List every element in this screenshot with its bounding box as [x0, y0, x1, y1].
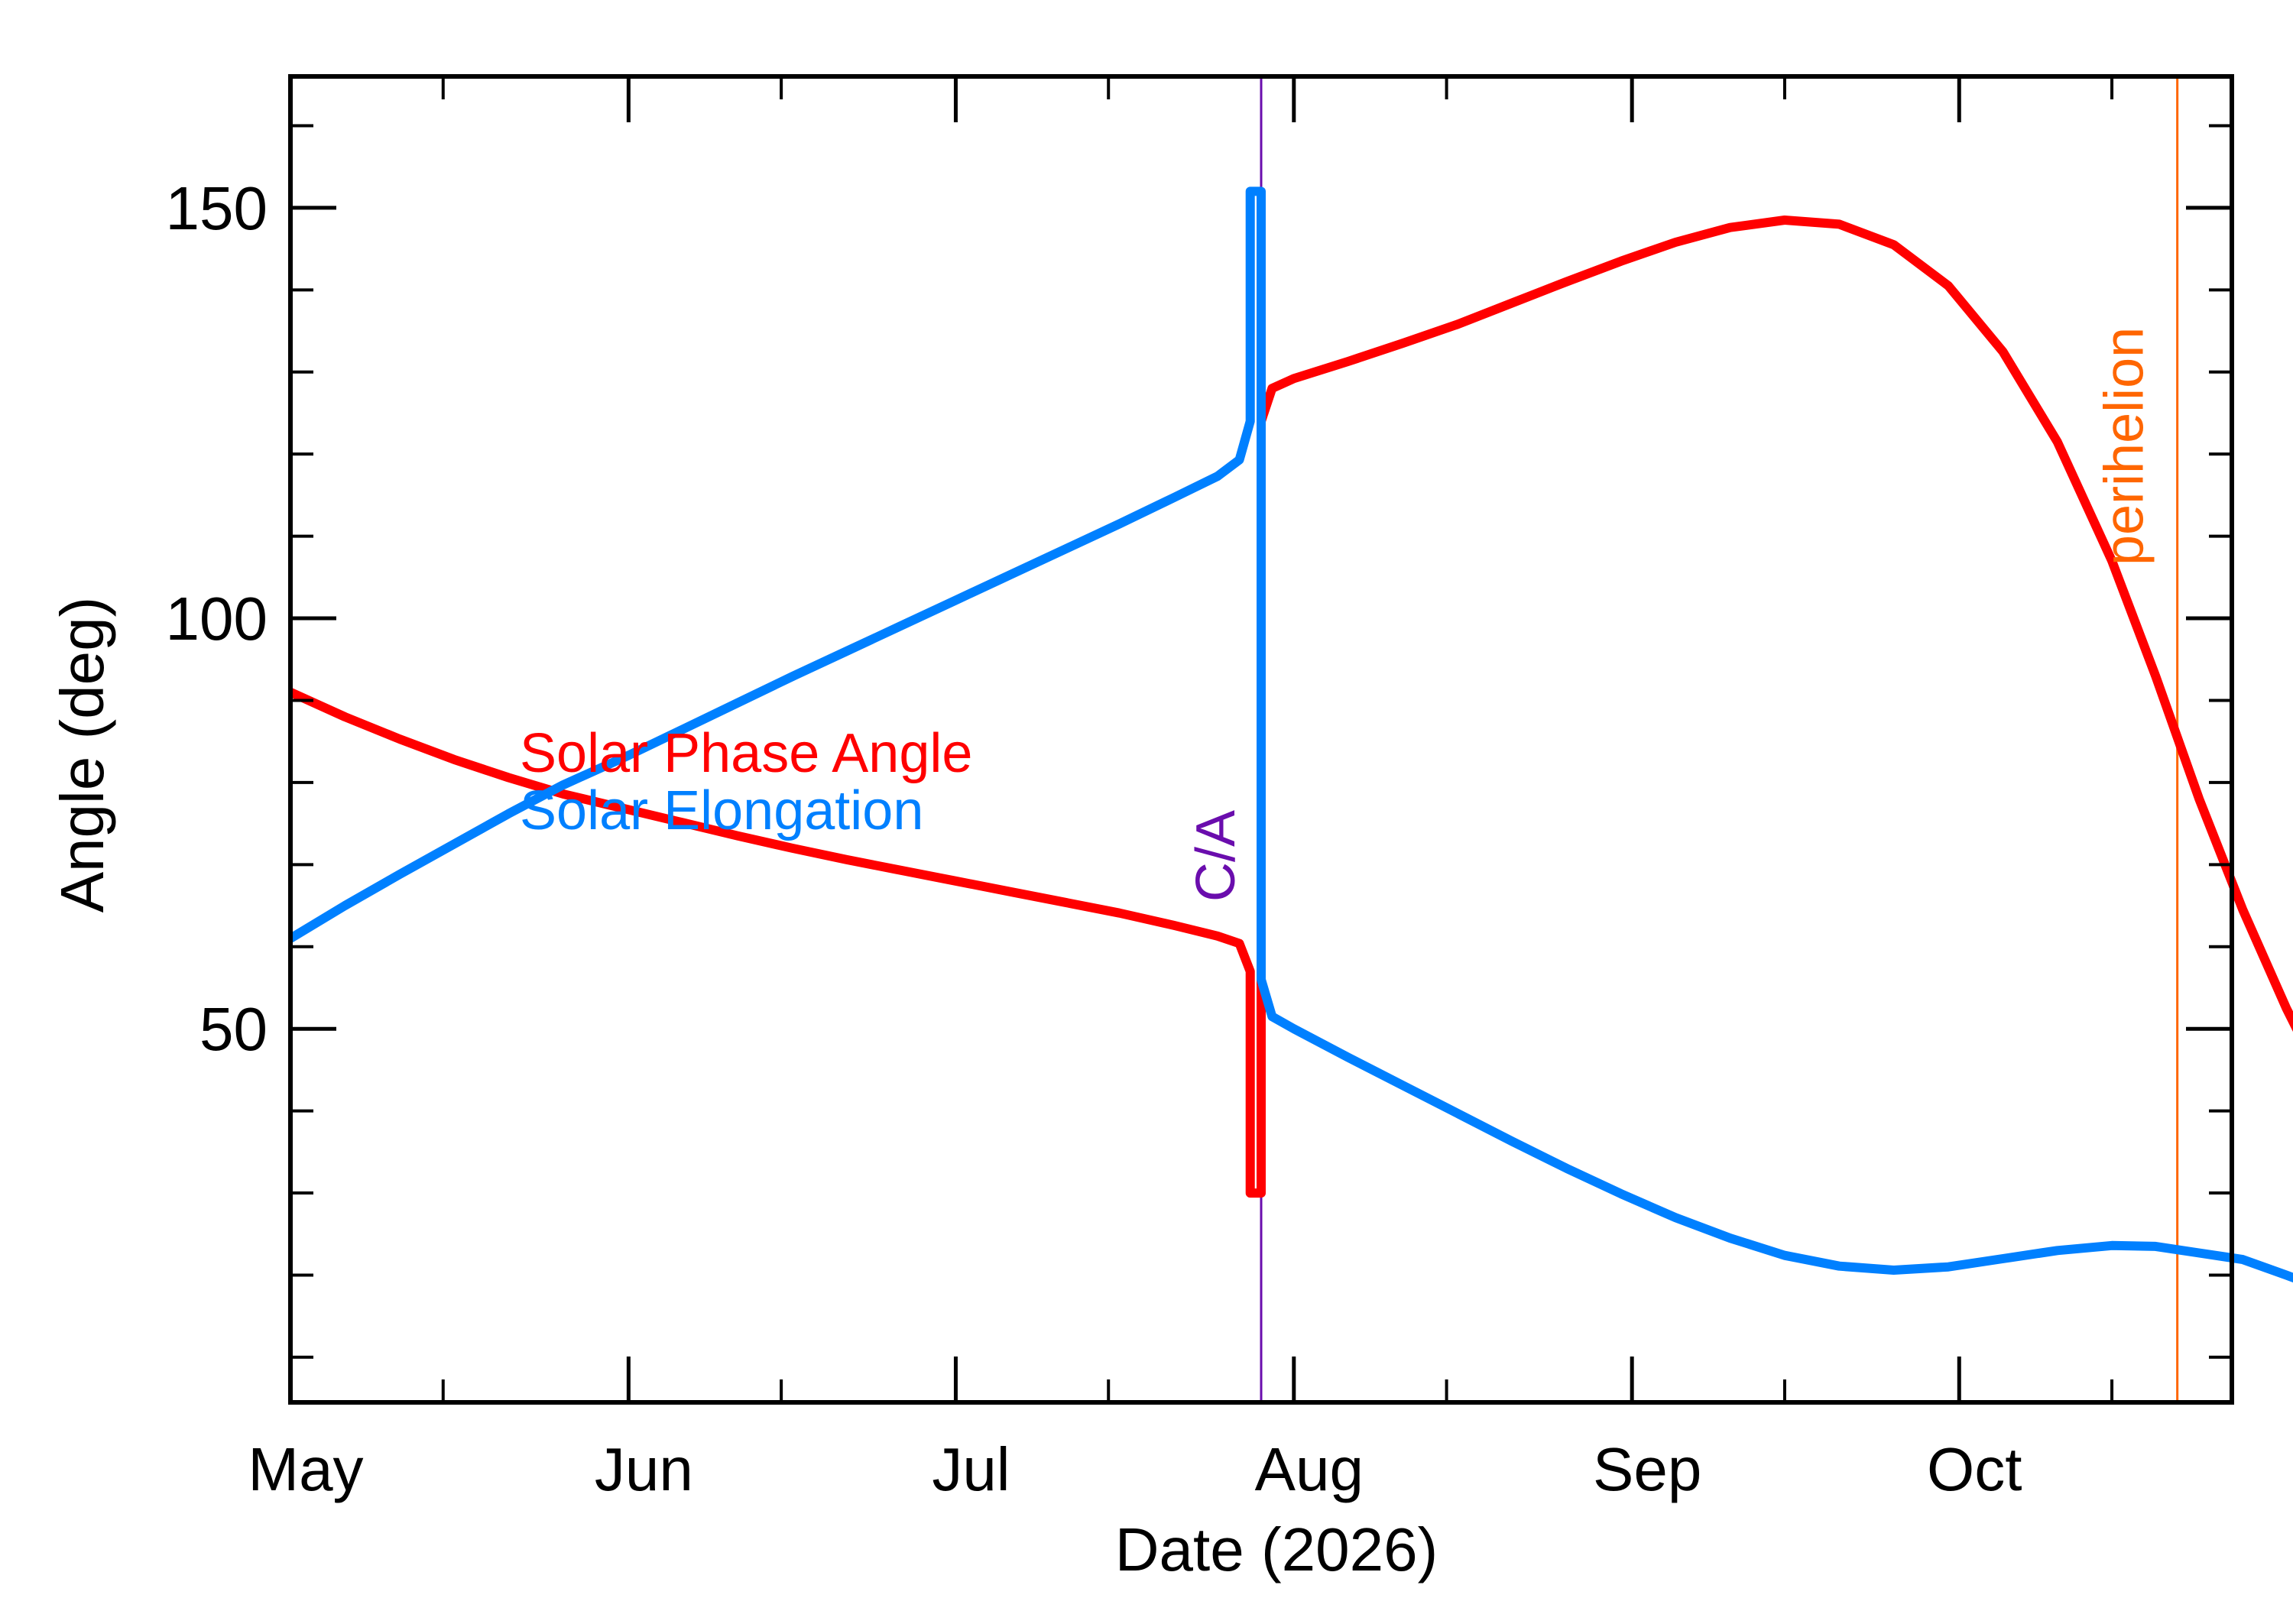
y-tick-label: 50 — [199, 995, 268, 1063]
series-line-solar-elongation — [287, 186, 2293, 1283]
legend-solar-phase-angle: Solar Phase Angle — [520, 723, 972, 784]
ca-marker-label: C/A — [1185, 810, 1247, 902]
y-tick-label: 100 — [166, 585, 268, 653]
plot-frame — [288, 74, 2234, 1405]
tick-labels-layer: May Jun Jul Aug Sep Oct 50 100 150 — [166, 174, 2022, 1503]
x-tick-label: May — [248, 1435, 363, 1503]
x-tick-label: Jun — [595, 1435, 693, 1503]
y-axis-label: Angle (deg) — [48, 597, 116, 913]
x-tick-label: Oct — [1927, 1435, 2022, 1503]
x-tick-label: Sep — [1593, 1435, 1701, 1503]
markers-layer — [1260, 76, 2179, 1402]
series-line-solar-phase-angle — [288, 216, 2293, 1198]
x-tick-label: Aug — [1255, 1435, 1364, 1503]
x-tick-label: Jul — [932, 1435, 1010, 1503]
x-axis-label: Date (2026) — [1115, 1515, 1438, 1583]
series-layer — [287, 186, 2293, 1283]
legend-solar-elongation: Solar Elongation — [520, 780, 923, 841]
y-tick-label: 150 — [166, 174, 268, 242]
perihelion-marker-label: perihelion — [2094, 327, 2155, 566]
